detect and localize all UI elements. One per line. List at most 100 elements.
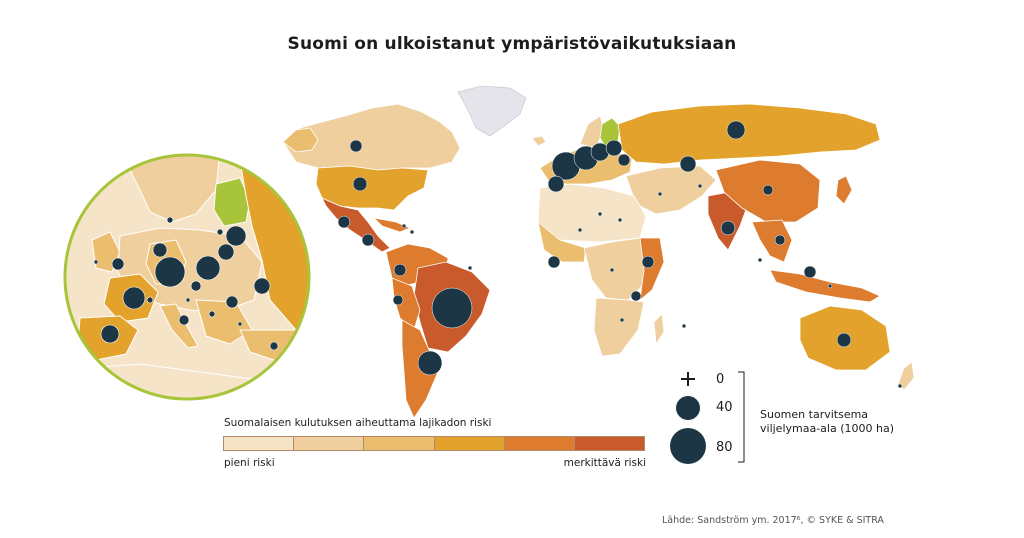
bubble-east-africa [641, 255, 655, 269]
bubble-small-14 [467, 265, 473, 271]
legend-value-40: 40 [716, 400, 733, 415]
inset-bubble-russia [253, 277, 271, 295]
bubble-kazakhstan [679, 155, 697, 173]
inset-bubble-germany [154, 256, 186, 288]
region-middle-east [625, 165, 717, 215]
inset-bubble-france [122, 286, 146, 310]
inset-bubble-poland [195, 255, 221, 281]
bubble-brazil [431, 287, 473, 329]
bubble-small-4 [597, 211, 603, 217]
world-countries [282, 85, 915, 419]
bubble-china [762, 184, 774, 196]
bubble-small-1 [409, 229, 415, 235]
inset-bubble-small-6 [237, 321, 243, 327]
region-greenland [457, 85, 527, 137]
bubble-europe-6 [617, 153, 631, 167]
region-indonesia [769, 269, 881, 303]
bubble-indonesia [803, 265, 817, 279]
region-new-zealand [897, 361, 915, 391]
inset-bubble-netherlands [152, 242, 168, 258]
risk-step-2 [294, 437, 365, 450]
inset-bubble-ukraine [225, 225, 247, 247]
risk-step-1 [224, 437, 295, 450]
legend-value-0: 0 [716, 372, 725, 387]
risk-scale-title: Suomalaisen kulutuksen aiheuttama lajika… [224, 417, 492, 429]
bubble-russia [726, 120, 746, 140]
risk-scale-bar [223, 436, 645, 451]
risk-step-4 [434, 437, 505, 450]
bubble-west-africa [547, 255, 561, 269]
region-madagascar [653, 313, 665, 346]
bubble-small-3 [577, 227, 583, 233]
bubble-south-africa [630, 290, 642, 302]
region-caribbean [372, 217, 412, 233]
europe-inset [63, 153, 311, 401]
inset-finland [213, 177, 251, 227]
region-alaska [282, 127, 319, 153]
bubble-southeast-asia [774, 234, 786, 246]
bubble-small-8 [609, 267, 615, 273]
bubble-mexico [337, 215, 351, 229]
bubble-india [720, 220, 736, 236]
bubble-small-10 [681, 323, 687, 329]
legend-circle-40 [676, 396, 700, 420]
inset-north-africa [65, 363, 309, 399]
risk-step-3 [364, 437, 435, 450]
inset-bubble-italy [178, 314, 190, 326]
bubble-central-america [361, 233, 375, 247]
inset-bubble-uk [111, 257, 125, 271]
inset-bubble-small-1 [146, 296, 154, 304]
bubble-peru [392, 294, 404, 306]
bubble-argentina [417, 350, 443, 376]
bubble-colombia [393, 263, 407, 277]
inset-bubble-small-2 [208, 310, 216, 318]
bubble-small-9 [619, 317, 625, 323]
inset-bubble-small-4 [93, 259, 99, 265]
risk-scale-low-label: pieni riski [224, 457, 275, 469]
bubble-canada [349, 139, 363, 153]
region-japan [835, 175, 853, 205]
region-africa-north [537, 183, 647, 243]
size-legend-symbols [670, 371, 745, 464]
bubble-small-13 [827, 283, 833, 289]
size-legend-line-2: viljelymaa-ala (1000 ha) [760, 422, 894, 435]
bubble-small-2 [401, 223, 407, 229]
region-africa-west [537, 220, 587, 263]
inset-bubble-small-5 [185, 297, 191, 303]
bubble-small-11 [757, 257, 763, 263]
map-title: Suomi on ulkoistanut ympäristövaikutuksi… [287, 34, 737, 54]
legend-circle-80 [670, 428, 706, 464]
inset-bubble-small-3 [269, 341, 279, 351]
bubble-small-6 [657, 191, 663, 197]
inset-bubble-belarus [217, 243, 235, 261]
risk-step-6 [574, 437, 645, 450]
bubble-small-5 [617, 217, 623, 223]
inset-italy [159, 303, 199, 349]
bubble-australia [836, 332, 852, 348]
source-credit: Lähde: Sandström ym. 2017⁶, © SYKE & SIT… [662, 515, 884, 526]
legend-bracket [738, 371, 745, 463]
size-legend-line-1: Suomen tarvitsema [760, 408, 869, 421]
bubble-europe-4 [605, 139, 623, 157]
inset-ring [63, 153, 311, 401]
region-southeast-asia [751, 219, 793, 263]
inset-bubble-romania [225, 295, 239, 309]
risk-scale-high-label: merkittävä riski [563, 457, 646, 469]
risk-step-5 [504, 437, 575, 450]
world-bubbles [337, 120, 903, 389]
bubble-small-7 [697, 183, 703, 189]
region-iceland [531, 135, 547, 147]
bubble-europe-5 [547, 175, 565, 193]
inset-bubble-czech [190, 280, 202, 292]
region-africa-south [593, 297, 645, 357]
bubble-usa [352, 176, 368, 192]
inset-bubble-baltic [216, 228, 224, 236]
size-legend-description: Suomen tarvitsema viljelymaa-ala (1000 h… [760, 408, 900, 436]
region-africa-east [639, 237, 665, 301]
legend-value-80: 80 [716, 440, 733, 455]
inset-bubble-spain [100, 324, 120, 344]
bubble-small-12 [897, 383, 903, 389]
region-russia [617, 103, 881, 165]
inset-bubble-sweden [166, 216, 174, 224]
